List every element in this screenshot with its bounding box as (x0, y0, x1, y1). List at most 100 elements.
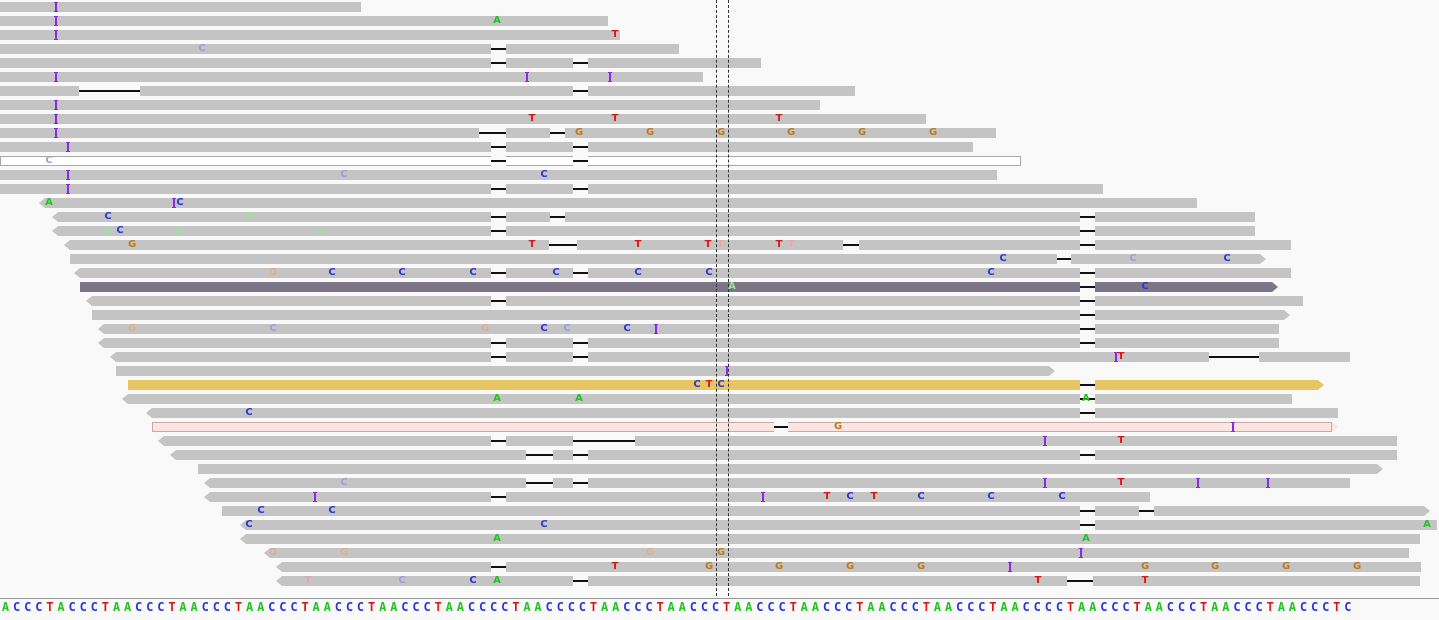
mismatch-base: C (469, 267, 477, 278)
read-alignment[interactable] (0, 100, 820, 110)
read-alignment[interactable] (0, 86, 855, 96)
read-alignment[interactable] (0, 16, 608, 26)
insertion-marker[interactable] (54, 30, 58, 40)
insertion-marker[interactable] (1266, 478, 1270, 488)
reference-base: A (245, 600, 254, 614)
read-alignment[interactable] (116, 352, 1350, 362)
insertion-marker[interactable] (525, 72, 529, 82)
read-alignment[interactable] (104, 338, 1279, 348)
read-alignment[interactable] (92, 310, 1284, 320)
reference-base: A (312, 600, 320, 614)
insertion-marker[interactable] (54, 2, 58, 12)
mismatch-base: C (540, 169, 548, 180)
read-alignment[interactable] (45, 198, 1197, 208)
read-alignment[interactable] (0, 72, 703, 82)
read-alignment[interactable] (152, 422, 1332, 432)
insertion-marker[interactable] (54, 16, 58, 26)
mismatch-base: C (398, 267, 406, 278)
insertion-marker[interactable] (313, 492, 317, 502)
read-strand-arrow-left (52, 226, 58, 236)
read-alignment[interactable] (58, 212, 1255, 222)
read-alignment[interactable] (152, 408, 1338, 418)
read-alignment[interactable] (270, 548, 1409, 558)
mismatch-base: G (1211, 561, 1220, 572)
insertion-marker[interactable] (725, 366, 729, 376)
read-alignment[interactable] (70, 240, 1291, 250)
mismatch-base: C (1141, 281, 1149, 292)
reference-base: C (79, 600, 87, 614)
insertion-marker[interactable] (1196, 478, 1200, 488)
insertion-marker[interactable] (1043, 436, 1047, 446)
read-alignment[interactable] (164, 436, 1397, 446)
read-alignment[interactable] (282, 576, 1420, 586)
insertion-marker[interactable] (654, 324, 658, 334)
read-strand-arrow-left (276, 576, 282, 586)
read-alignment[interactable] (282, 562, 1421, 572)
reference-base: C (1166, 600, 1174, 614)
read-alignment[interactable] (0, 114, 926, 124)
mismatch-base: G (575, 127, 584, 138)
reference-base: T (723, 600, 731, 614)
read-alignment[interactable] (0, 184, 1103, 194)
insertion-marker[interactable] (54, 128, 58, 138)
deletion-line (526, 482, 553, 484)
mismatch-base: C (269, 323, 277, 334)
read-alignment[interactable] (0, 30, 620, 40)
insertion-marker[interactable] (54, 72, 58, 82)
mismatch-base: C (340, 169, 348, 180)
deletion-line (1080, 524, 1095, 526)
read-alignment[interactable] (198, 464, 1377, 474)
read-alignment[interactable] (128, 394, 1292, 404)
read-alignment[interactable] (210, 492, 1150, 502)
mismatch-base: G (787, 127, 796, 138)
insertion-marker[interactable] (1008, 562, 1012, 572)
insertion-marker[interactable] (66, 184, 70, 194)
read-alignment[interactable] (80, 268, 1291, 278)
insertion-marker[interactable] (172, 198, 176, 208)
reference-base: C (822, 600, 831, 614)
mismatch-base: T (1141, 575, 1149, 586)
read-alignment[interactable] (222, 506, 1424, 516)
read-alignment[interactable] (70, 254, 1260, 264)
read-alignment[interactable] (0, 2, 361, 12)
reference-base: C (978, 600, 986, 614)
read-alignment[interactable] (0, 156, 1021, 166)
insertion-marker[interactable] (66, 170, 70, 180)
mismatch-base: G (929, 127, 938, 138)
reference-base: C (412, 600, 420, 614)
read-alignment[interactable] (116, 366, 1049, 376)
read-alignment[interactable] (0, 44, 679, 54)
read-alignment[interactable] (92, 296, 1303, 306)
insertion-marker[interactable] (1114, 352, 1118, 362)
insertion-marker[interactable] (761, 492, 765, 502)
insertion-marker[interactable] (54, 114, 58, 124)
reference-base: A (379, 600, 387, 614)
read-alignment[interactable] (58, 226, 1255, 236)
center-line-right (728, 0, 729, 596)
read-alignment[interactable] (0, 170, 997, 180)
read-alignment[interactable] (246, 534, 1420, 544)
insertion-marker[interactable] (1043, 478, 1047, 488)
insertion-marker[interactable] (608, 72, 612, 82)
read-alignment[interactable] (104, 324, 1279, 334)
read-alignment[interactable] (210, 478, 1350, 488)
deletion-line (1080, 454, 1095, 456)
insertion-marker[interactable] (66, 142, 70, 152)
deletion-line (491, 300, 506, 302)
read-alignment[interactable] (176, 450, 1397, 460)
read-alignment[interactable] (246, 520, 1437, 530)
read-alignment[interactable] (0, 142, 973, 152)
read-alignment[interactable] (128, 380, 1318, 390)
read-alignment[interactable] (0, 58, 761, 68)
mismatch-base: C (245, 519, 253, 530)
deletion-line (491, 230, 506, 232)
reference-base: T (589, 600, 598, 614)
insertion-marker[interactable] (54, 100, 58, 110)
insertion-marker[interactable] (1079, 548, 1083, 558)
reference-base: A (667, 600, 675, 614)
reference-base: C (423, 600, 431, 614)
read-alignment[interactable] (80, 282, 1272, 292)
insertion-marker[interactable] (1231, 422, 1235, 432)
